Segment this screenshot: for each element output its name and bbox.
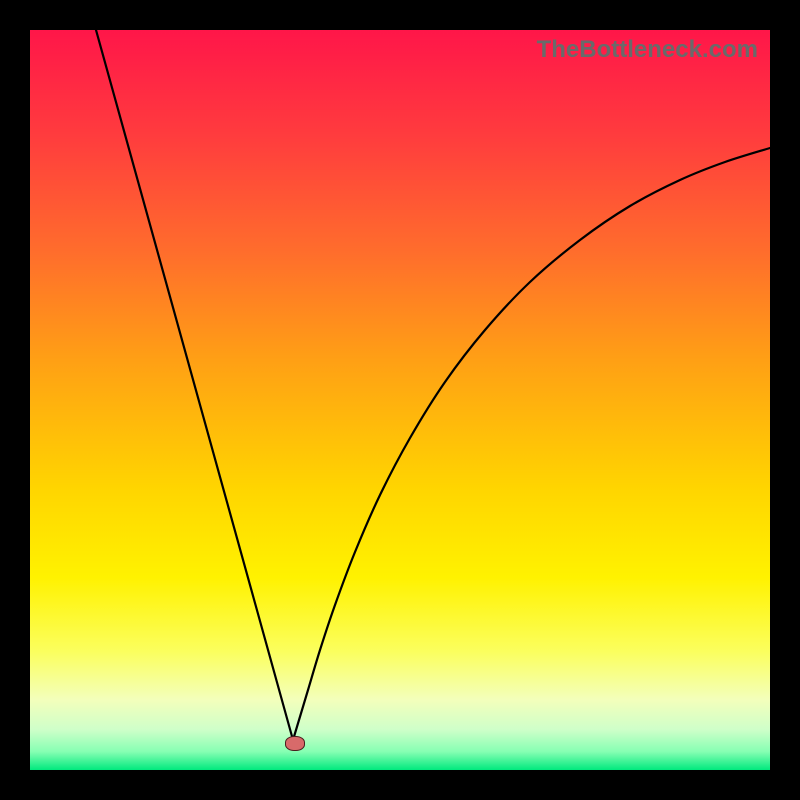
- bottleneck-curve: [30, 30, 770, 770]
- plot-area: TheBottleneck.com: [30, 30, 770, 770]
- optimal-point-marker: [285, 736, 305, 751]
